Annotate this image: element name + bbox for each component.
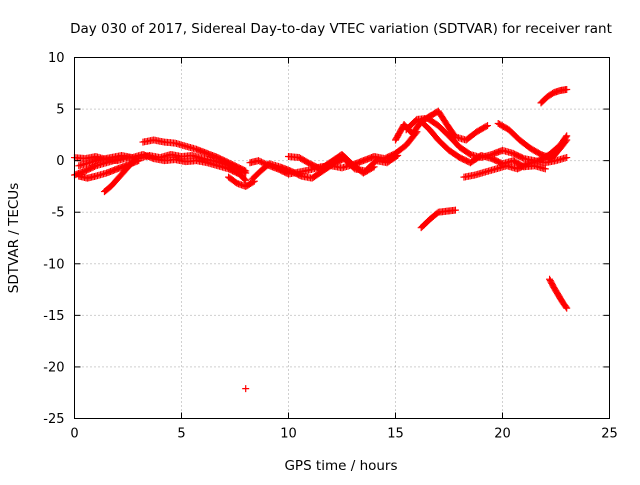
chart-title: Day 030 of 2017, Sidereal Day-to-day VTE…	[70, 21, 612, 37]
data-point	[451, 206, 459, 214]
y-tick-label: -10	[43, 257, 64, 272]
plot-frame	[74, 57, 610, 419]
data-point	[369, 164, 377, 172]
x-tick-label: 0	[70, 427, 78, 442]
data-point	[394, 151, 402, 159]
data-point	[392, 152, 400, 160]
tick-layer: 0 5 10 15 20 25 -25 -20 -15 -10 -5 0 5 10	[43, 51, 618, 442]
data-point	[131, 156, 139, 164]
x-tick-label: 5	[177, 427, 185, 442]
y-tick-label: 10	[48, 51, 65, 66]
y-tick-label: 0	[56, 154, 64, 169]
y-tick-label: -20	[43, 360, 64, 375]
y-axis-label: SDTVAR / TECUs	[6, 183, 22, 293]
data-point	[563, 154, 571, 162]
grid-layer	[74, 57, 610, 419]
data-point	[562, 303, 570, 311]
data-point	[370, 163, 378, 171]
data-point	[242, 176, 250, 184]
y-tick-label: 5	[56, 103, 64, 118]
data-layer	[71, 85, 571, 393]
x-tick-label: 20	[494, 427, 511, 442]
data-point	[482, 122, 490, 130]
data-point	[240, 166, 248, 174]
data-point	[241, 175, 249, 183]
y-tick-label: -5	[52, 206, 65, 221]
data-point	[242, 167, 250, 175]
x-tick-label: 10	[280, 427, 297, 442]
x-tick-label: 15	[387, 427, 404, 442]
data-point	[563, 136, 571, 144]
y-tick-label: -25	[43, 412, 64, 427]
x-axis-label: GPS time / hours	[284, 458, 397, 474]
x-tick-label: 25	[601, 427, 618, 442]
data-point-outlier	[242, 385, 250, 393]
data-point	[563, 304, 571, 312]
data-point	[484, 122, 492, 130]
data-point	[133, 155, 141, 163]
y-tick-label: -15	[43, 309, 64, 324]
data-point	[562, 137, 570, 145]
data-point	[541, 165, 549, 173]
data-point	[563, 85, 571, 93]
